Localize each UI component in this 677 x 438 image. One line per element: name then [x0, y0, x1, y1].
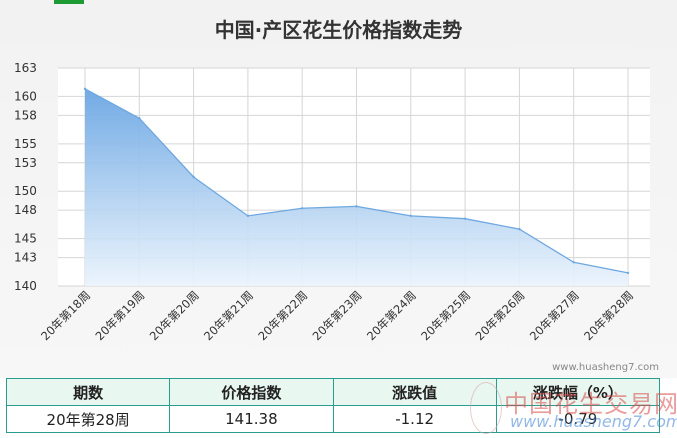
data-point: [409, 214, 412, 218]
y-tick-label: 140: [14, 279, 37, 293]
y-tick-label: 148: [14, 203, 37, 217]
data-point: [246, 214, 250, 218]
cell-change-percent: -0.79: [495, 405, 661, 433]
x-tick-label: 20年第21周: [201, 288, 256, 343]
y-tick-label: 163: [14, 61, 37, 75]
y-tick-label: 160: [14, 89, 37, 103]
y-tick-label: 145: [14, 232, 37, 246]
data-point: [192, 175, 195, 179]
data-point: [572, 261, 575, 264]
x-tick-label: 20年第27周: [527, 288, 582, 343]
summary-header-row: 期数 价格指数 涨跌值 涨跌幅（%）: [5, 378, 661, 406]
data-point: [355, 205, 358, 208]
x-tick-label: 20年第23周: [310, 288, 365, 343]
y-tick-label: 158: [14, 108, 37, 122]
summary-table: 期数 价格指数 涨跌值 涨跌幅（%） 20年第28周 141.38 -1.12 …: [5, 378, 661, 433]
x-tick-label: 20年第19周: [92, 288, 147, 343]
summary-data-row: 20年第28周 141.38 -1.12 -0.79: [5, 405, 661, 433]
x-tick-label: 20年第20周: [147, 288, 202, 343]
cell-price-index: 141.38: [169, 405, 334, 433]
x-tick-label: 20年第28周: [581, 288, 636, 343]
data-point: [518, 227, 521, 231]
cell-change-value: -1.12: [332, 405, 497, 433]
x-tick-label: 20年第26周: [473, 288, 528, 343]
x-tick-label: 20年第25周: [418, 288, 473, 343]
data-point: [301, 207, 304, 210]
y-tick-label: 143: [14, 251, 37, 265]
watermark-url: www.huasheng7.com: [552, 362, 659, 373]
cell-period: 20年第28周: [5, 405, 171, 433]
series-area: [85, 88, 628, 286]
top-accent-bar: [54, 0, 84, 4]
chart-panel: 中国·产区花生价格指数走势 163 160 158 155 153 150 148 145 14…: [0, 0, 677, 378]
data-point: [463, 217, 467, 220]
y-tick-label: 150: [14, 184, 37, 198]
y-tick-label: 155: [14, 137, 37, 151]
data-point: [138, 117, 141, 120]
x-tick-label: 20年第22周: [255, 288, 310, 343]
y-tick-label: 153: [14, 156, 37, 170]
header-change-value: 涨跌值: [332, 378, 497, 406]
header-period: 期数: [5, 378, 171, 406]
data-point: [626, 271, 630, 275]
header-change-percent: 涨跌幅（%）: [495, 378, 661, 406]
x-tick-label: 20年第24周: [364, 288, 419, 343]
header-price-index: 价格指数: [169, 378, 334, 406]
data-point: [83, 87, 87, 91]
x-tick-label: 20年第18周: [38, 288, 93, 343]
chart-title: 中国·产区花生价格指数走势: [214, 18, 463, 42]
